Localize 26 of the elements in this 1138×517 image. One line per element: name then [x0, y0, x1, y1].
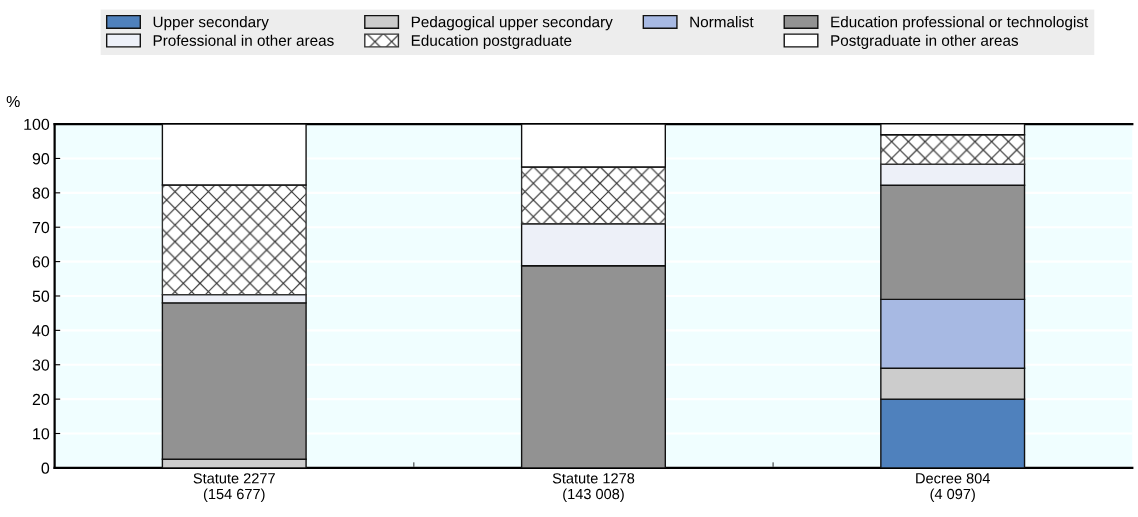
bar [520, 166, 667, 225]
y-tick-label: 20 [32, 393, 50, 406]
legend-label: Postgraduate in other areas [831, 34, 1019, 49]
bar [880, 124, 1026, 136]
x-tick-label: Statute 2277 (154 677) [193, 473, 275, 503]
y-tick-label: 100 [24, 118, 50, 131]
x-tick-label: Decree 804 (4 097) [916, 473, 990, 503]
y-tick-label: 0 [41, 462, 50, 474]
legend-label: Education postgraduate [411, 34, 572, 49]
legend-label: Pedagogical upper secondary [411, 16, 613, 31]
bar [880, 134, 1026, 166]
legend-label: Normalist [690, 16, 754, 28]
y-tick-label: 90 [32, 153, 50, 165]
legend-label: Upper secondary [153, 16, 269, 31]
y-tick-label: 40 [32, 325, 50, 337]
legend-label: Education professional or technologist [831, 16, 1089, 31]
y-tick-label: 60 [32, 256, 50, 268]
y-tick-label: 70 [32, 221, 50, 234]
y-tick-label: 80 [32, 187, 50, 199]
y-tick-label: 10 [33, 428, 50, 440]
y-axis-title: % [6, 95, 20, 108]
legend-label: Professional in other areas [153, 34, 334, 46]
y-tick-label: 50 [32, 290, 50, 302]
x-tick-label: Statute 1278 (143 008) [552, 473, 635, 503]
bar [161, 184, 307, 296]
y-tick-label: 30 [32, 359, 50, 371]
